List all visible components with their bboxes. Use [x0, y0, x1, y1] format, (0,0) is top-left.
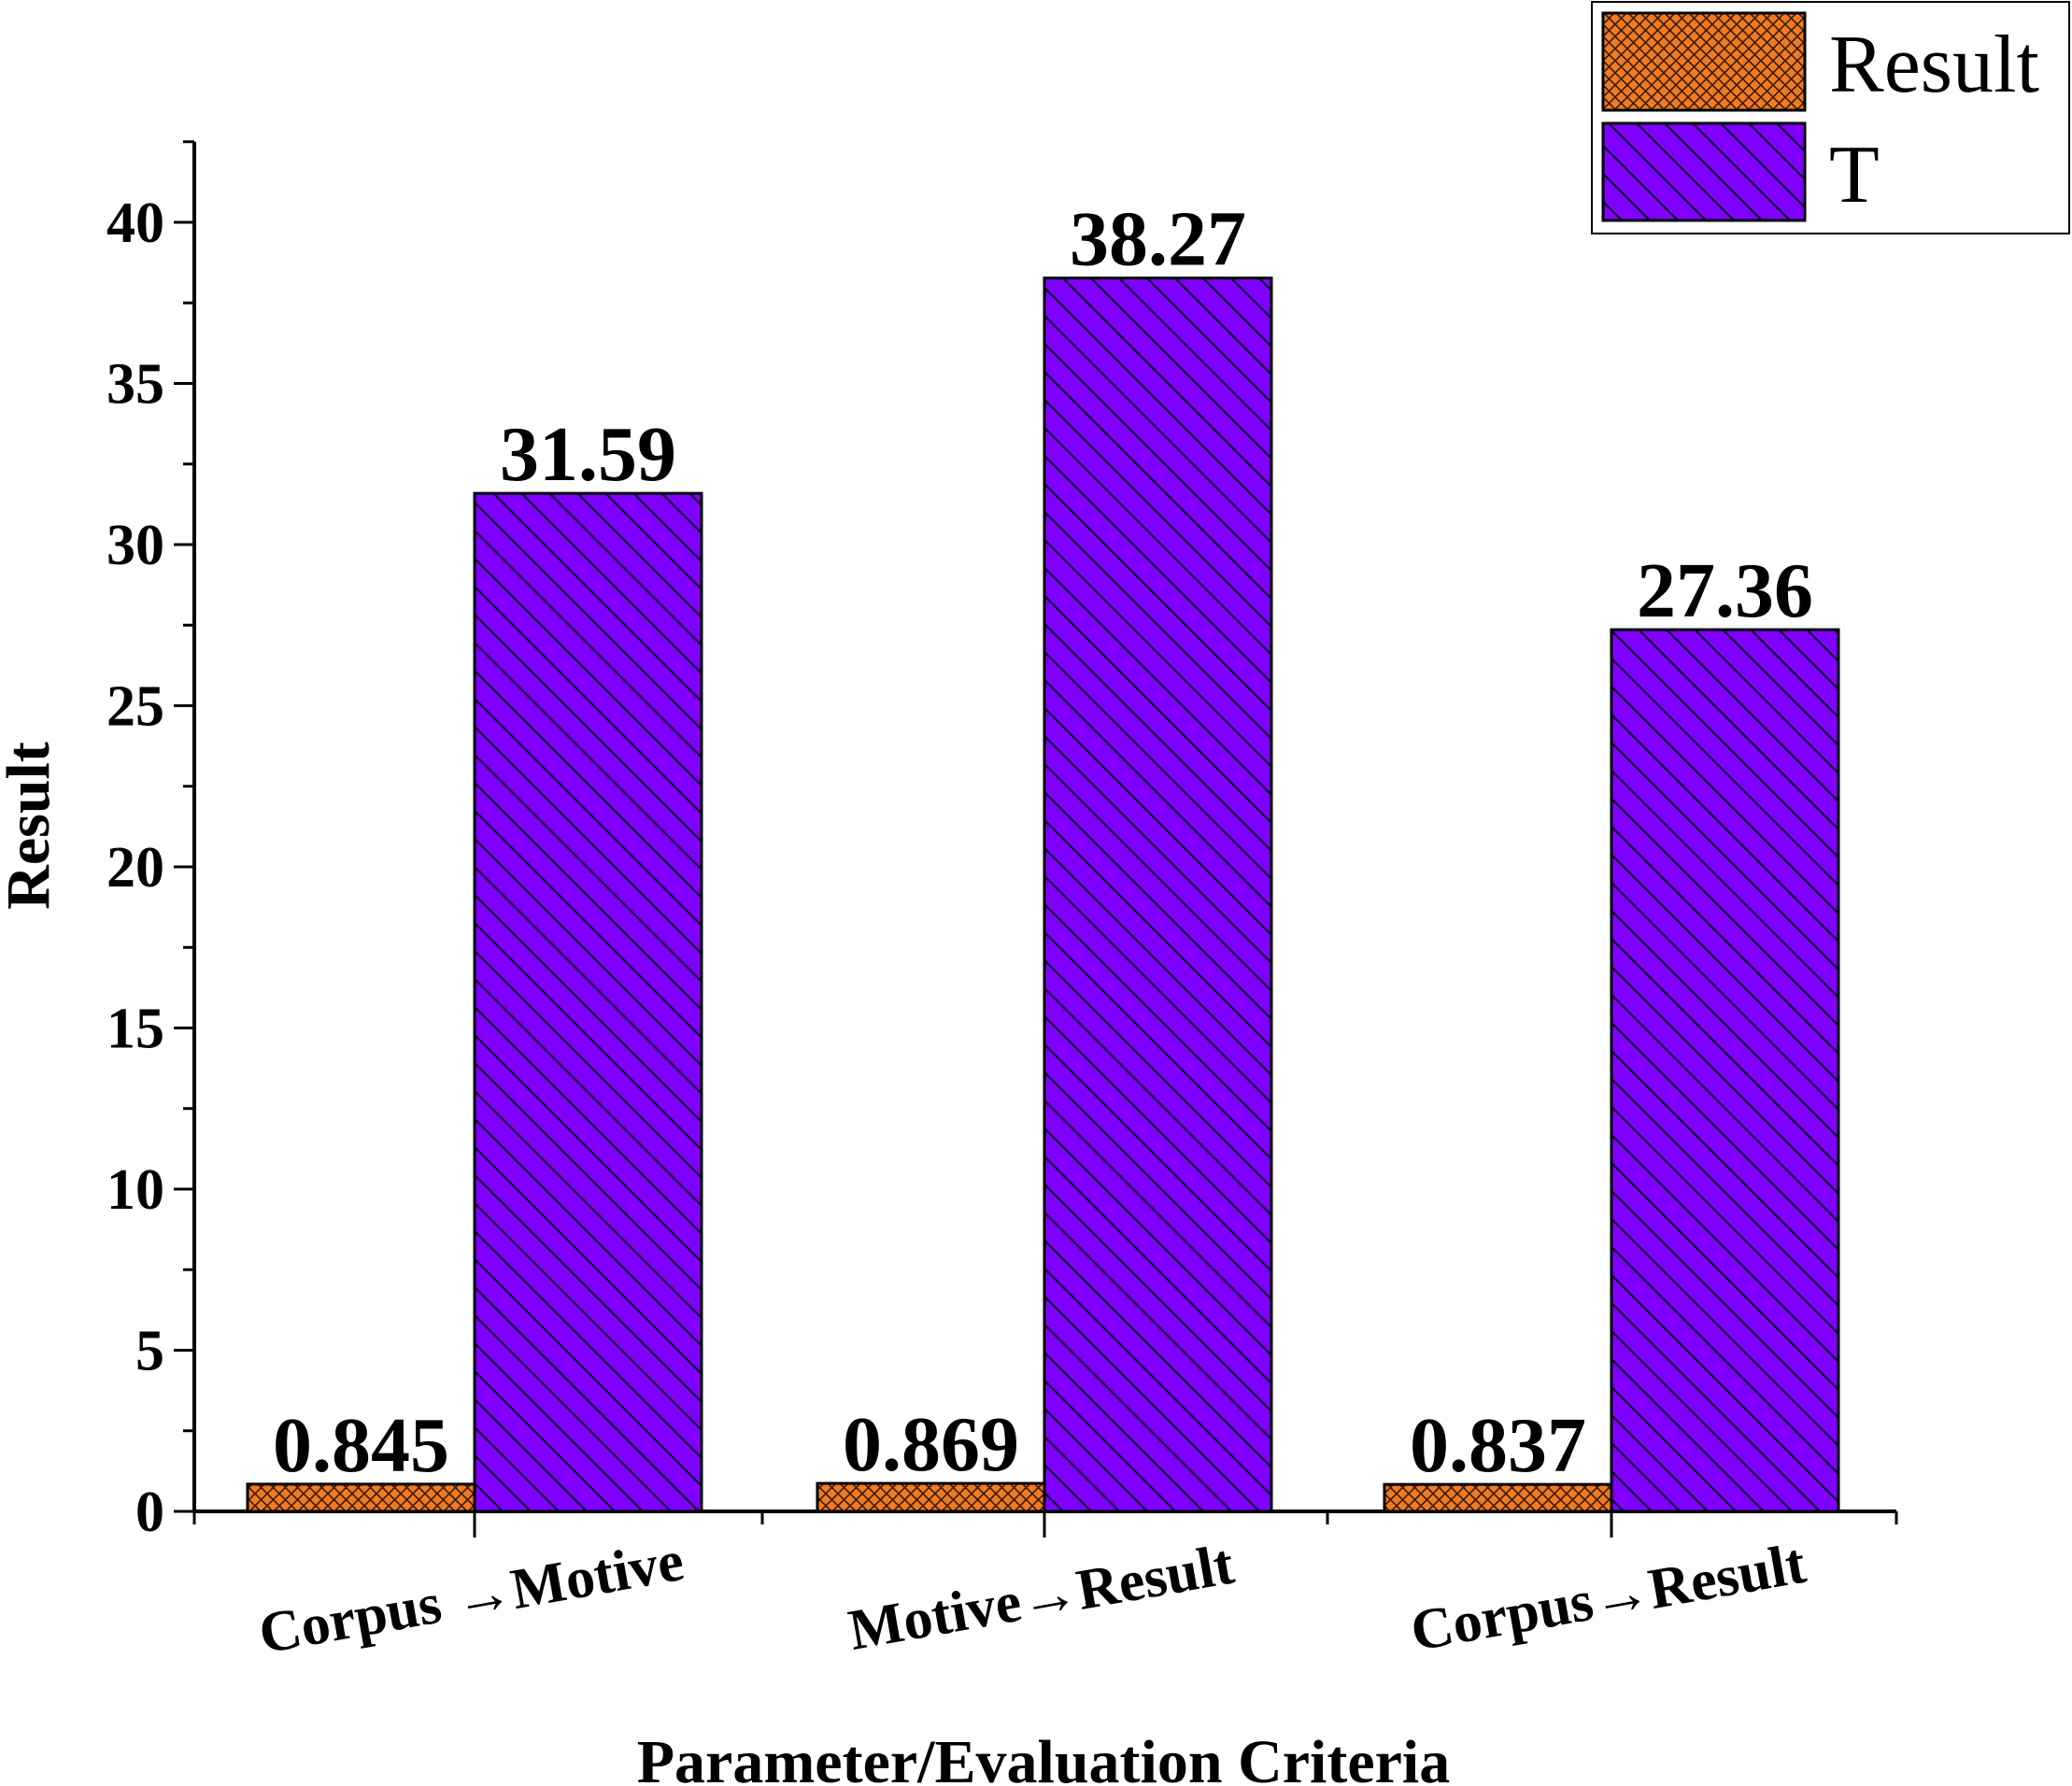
chart-bars	[246, 276, 1840, 1513]
legend-label: Result	[1829, 20, 2039, 110]
bar-t-2	[1043, 276, 1273, 1513]
y-tick-label: 35	[106, 353, 164, 417]
x-axis-title: Parameter/Evaluation Criteria	[637, 1728, 1451, 1786]
x-tick-label: Corpus→Result	[1406, 1532, 1810, 1664]
bar-result-1	[246, 1482, 476, 1513]
y-tick-label: 10	[106, 1158, 164, 1222]
data-label: 0.869	[843, 1401, 1019, 1488]
y-tick-label: 40	[106, 191, 164, 255]
data-label: 31.59	[500, 411, 676, 498]
data-label: 27.36	[1637, 547, 1813, 634]
y-axis-title: Result	[0, 742, 63, 910]
y-tick-label: 30	[106, 514, 164, 577]
legend-swatch	[1601, 11, 1807, 112]
chart-legend: Result T	[1591, 1, 2070, 234]
bar-result-3	[1383, 1482, 1613, 1513]
y-tick-label: 15	[106, 998, 164, 1061]
y-tick-label: 25	[106, 675, 164, 739]
legend-label: T	[1829, 130, 1880, 220]
bar-t-1	[473, 491, 703, 1513]
x-tick-label: Corpus →Motive	[254, 1529, 688, 1666]
bar-t-3	[1610, 628, 1840, 1513]
data-label: 0.845	[273, 1402, 449, 1489]
y-tick-label: 0	[135, 1481, 164, 1544]
data-label: 0.837	[1410, 1402, 1586, 1489]
chart-data-labels: 0.845 0.869 0.837 31.59 38.27 27.36	[273, 196, 1813, 1489]
legend-swatch	[1601, 121, 1807, 222]
y-tick-label: 5	[135, 1320, 164, 1383]
data-label: 38.27	[1070, 196, 1246, 283]
bar-result-2	[816, 1481, 1046, 1513]
x-tick-label: Motive→Result	[844, 1533, 1239, 1663]
y-tick-label: 20	[106, 836, 164, 900]
